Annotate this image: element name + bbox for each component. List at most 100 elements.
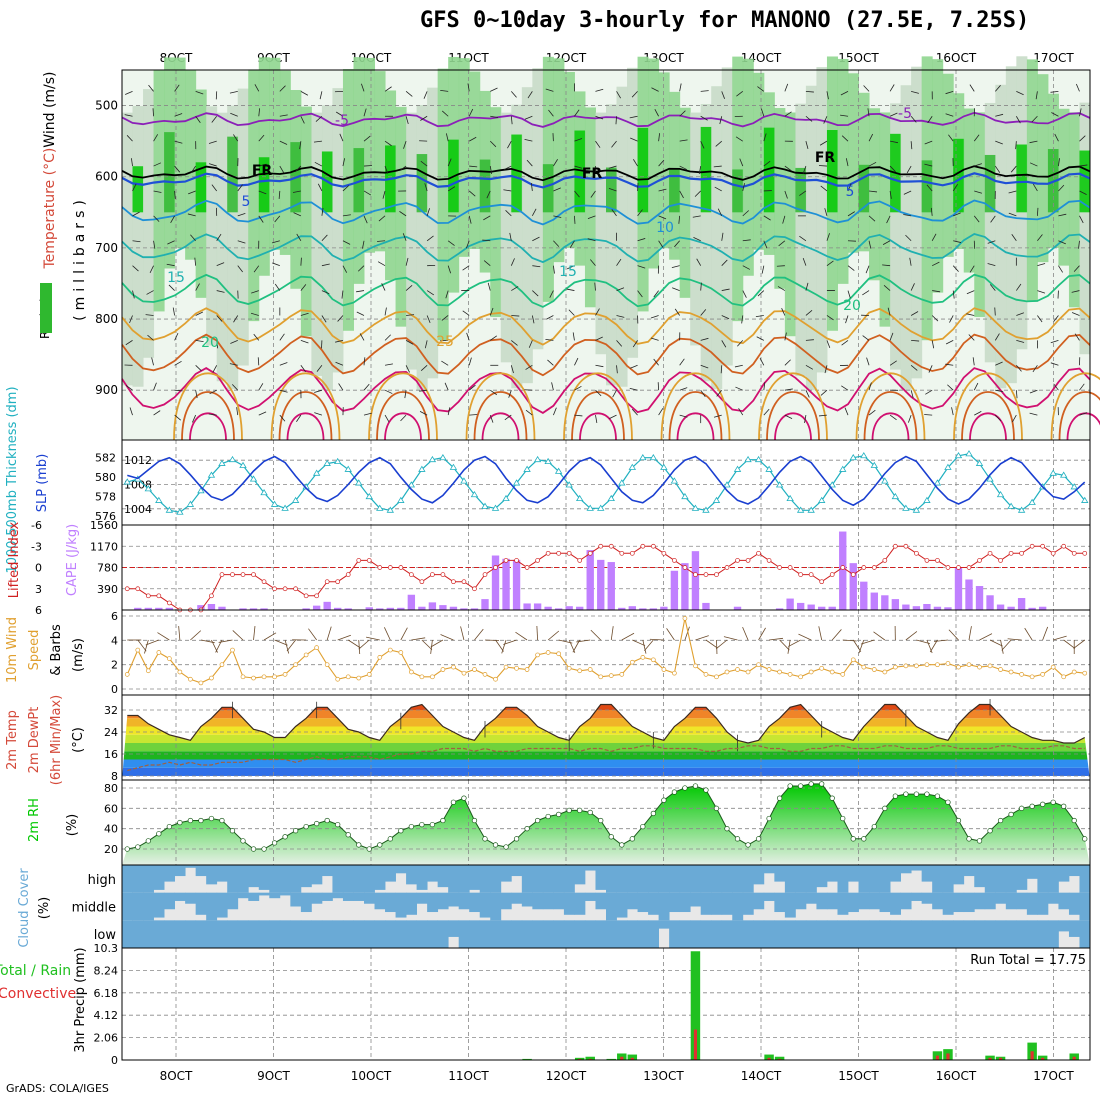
rh-moist-core <box>763 127 775 213</box>
cloud-bar <box>974 920 986 948</box>
wind-speed-point <box>188 676 193 682</box>
wind-barb <box>300 312 309 316</box>
li-point <box>650 543 656 549</box>
thickness-point <box>586 504 594 511</box>
rh-point <box>819 781 825 787</box>
wind-barb <box>489 140 497 148</box>
rh-point <box>556 811 562 818</box>
wind-barb-10m <box>1042 626 1049 641</box>
wind-barb <box>359 333 365 341</box>
slp-tick-label: 1004 <box>124 503 152 516</box>
rh-point <box>366 846 372 852</box>
cloud-bar <box>1016 865 1028 890</box>
precip-convective-bar <box>1030 1051 1034 1060</box>
thickness-point <box>186 500 195 507</box>
wind-barb <box>715 140 723 147</box>
rh-shade-column <box>984 102 996 363</box>
rh-moist-core <box>984 154 996 213</box>
wind-barb <box>945 340 954 345</box>
li-point <box>903 543 909 549</box>
wind-barb <box>845 315 849 324</box>
wind-barb <box>763 133 767 142</box>
cloud-bar <box>658 920 670 929</box>
thickness-tick-label: 580 <box>95 471 116 484</box>
thickness-point <box>575 494 584 502</box>
thickness-point <box>639 453 647 461</box>
wind-barb <box>847 265 855 271</box>
wind-barb <box>756 336 765 341</box>
wind-speed-line <box>126 618 1085 684</box>
isotherm-label: 25 <box>436 334 454 350</box>
temperature-band <box>122 759 1090 768</box>
li-point <box>619 550 625 556</box>
wind-barb <box>342 240 351 245</box>
wind-barb <box>1073 265 1080 272</box>
cloud-bar <box>406 892 418 915</box>
cloud-bar <box>1037 892 1049 915</box>
rh-point <box>345 832 351 838</box>
wind-barb <box>1075 83 1080 92</box>
wind-barb <box>1016 365 1022 372</box>
wind-barb <box>362 240 365 249</box>
li-point <box>966 565 972 570</box>
wind-barb-10m <box>495 639 504 652</box>
rh-shade-column <box>995 84 1007 389</box>
cape-bar <box>260 608 268 610</box>
wind-barb <box>279 85 286 92</box>
cloud-bar <box>805 865 817 893</box>
cloud-bar <box>416 892 428 904</box>
wind-barb <box>700 364 709 369</box>
wind-barb <box>1050 90 1059 93</box>
wind-barb <box>927 116 933 124</box>
li-point <box>545 550 551 556</box>
cloud-bar <box>279 892 291 896</box>
rh-shade-column <box>879 112 891 327</box>
thickness-point <box>554 467 563 474</box>
wind-barb <box>679 387 688 391</box>
wind-barb <box>737 340 744 347</box>
cloud-bar <box>816 920 828 948</box>
rh-point <box>187 817 194 824</box>
wind-speed-point <box>1008 669 1014 675</box>
rh2m-axis-label: 2m RH <box>27 798 42 842</box>
cloud-bar <box>258 892 270 896</box>
cape-bar <box>860 581 868 610</box>
wind-barb-10m <box>421 639 433 651</box>
wind-barb <box>1058 158 1060 167</box>
thickness-point <box>418 465 426 472</box>
wind-barb-10m <box>742 626 749 641</box>
cloud-bar <box>942 920 954 948</box>
wind-speed-point <box>314 645 320 650</box>
li-point <box>577 558 583 563</box>
wind-barb <box>132 211 140 217</box>
rh-point <box>356 842 362 848</box>
cloud-bar <box>122 892 133 921</box>
wind-barb <box>862 335 870 341</box>
wind-barb <box>953 212 961 217</box>
thickness-point <box>260 488 268 496</box>
wind-barb <box>406 314 415 316</box>
rh-point <box>892 793 898 799</box>
temperature-band <box>122 718 1090 727</box>
rh-shade-column <box>153 69 165 312</box>
wind-barb <box>1016 283 1022 291</box>
cloud-bar <box>784 865 796 893</box>
wind-barb <box>468 357 472 366</box>
li-point <box>598 543 604 549</box>
isotherm-label: FR <box>815 150 836 166</box>
isotherm-label: 15 <box>167 270 185 286</box>
cloud-bar <box>332 865 344 893</box>
wind-barb <box>637 238 646 242</box>
isotherm-label: 10 <box>656 220 674 236</box>
cloud-bar <box>679 865 691 893</box>
wind-barb <box>236 407 239 416</box>
cloud-bar <box>563 892 575 915</box>
wind-barb <box>190 234 196 242</box>
rh-point <box>292 828 299 834</box>
wind-barb <box>482 239 491 242</box>
wind-barb <box>363 135 371 142</box>
rh-point <box>934 793 941 799</box>
wind-barb <box>973 215 980 223</box>
wind-barb <box>149 265 154 274</box>
